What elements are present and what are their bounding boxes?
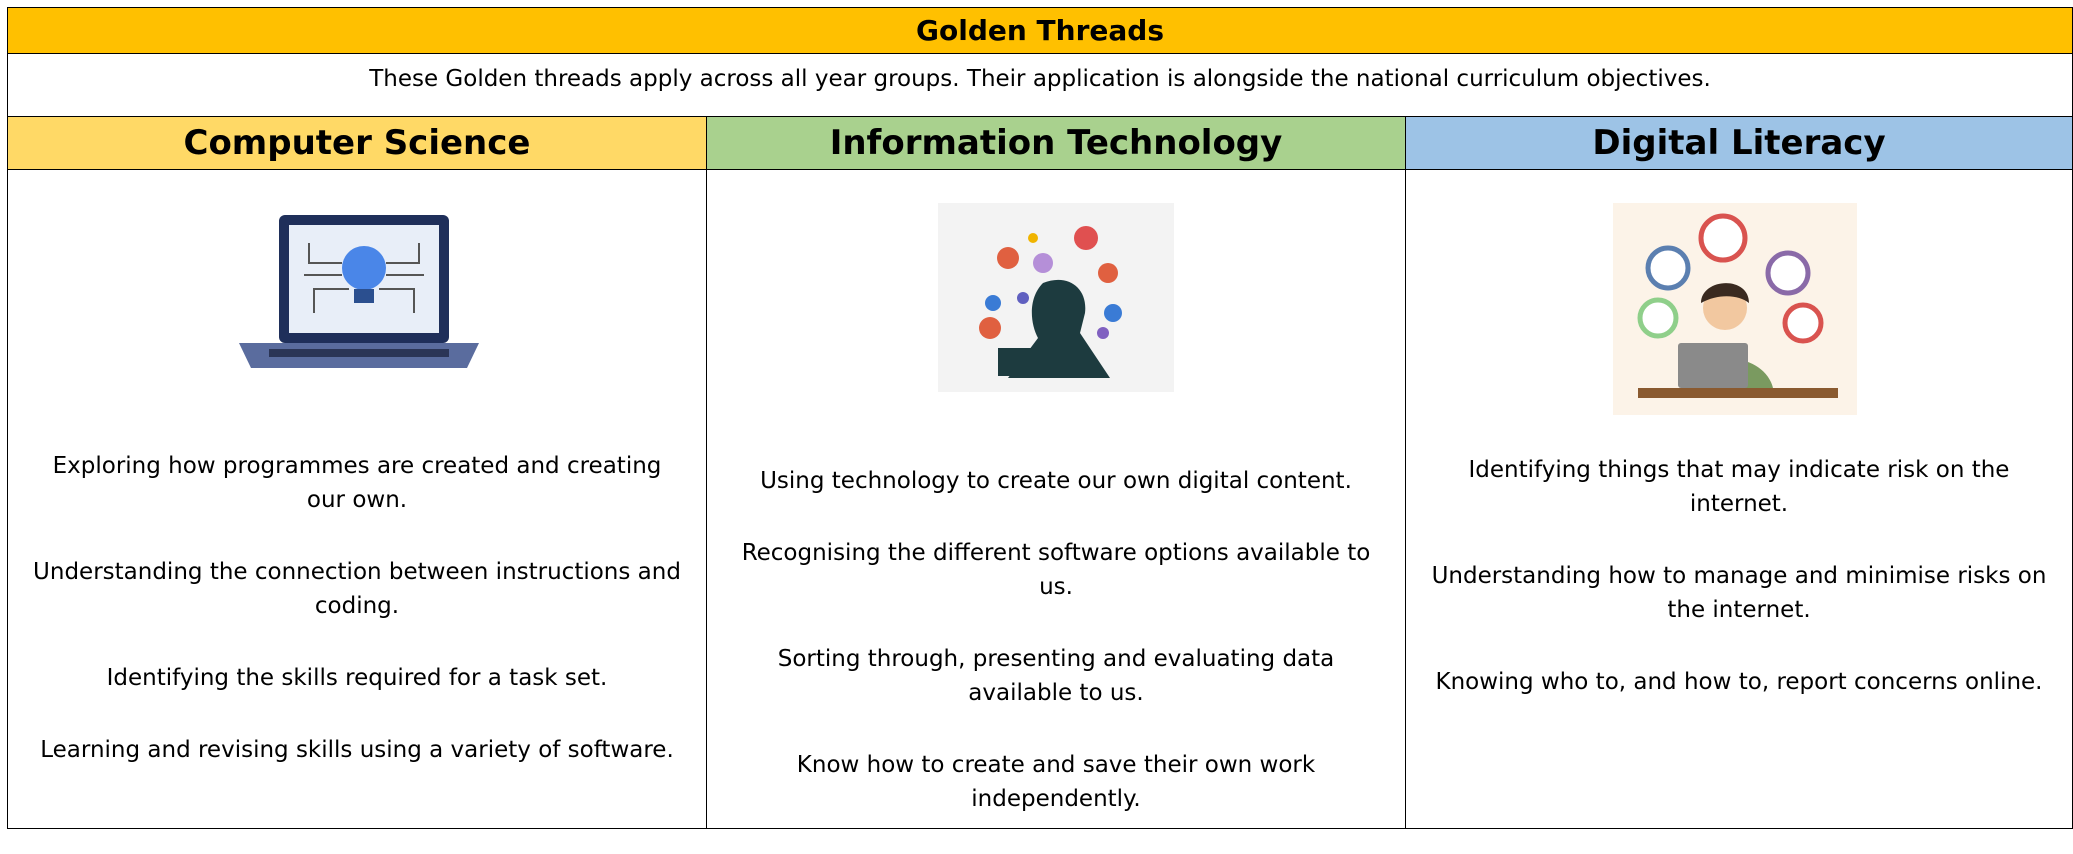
subtitle: These Golden threads apply across all ye… [7,53,2073,117]
column-body: Identifying things that may indicate ris… [1405,169,2073,829]
digital-literacy-image [1613,203,1857,415]
item-list: Exploring how programmes are created and… [32,449,682,805]
column-heading: Digital Literacy [1405,116,2073,170]
item: Knowing who to, and how to, report conce… [1435,669,2043,695]
item: Using technology to create our own digit… [760,468,1352,494]
item: Identifying things that may indicate ris… [1468,457,2010,517]
item-list: Identifying things that may indicate ris… [1430,453,2048,737]
title: Golden Threads [7,7,2073,54]
column-heading: Information Technology [706,116,1406,170]
item: Understanding the connection between ins… [33,559,681,619]
column-body: Exploring how programmes are created and… [7,169,707,829]
column-body: Using technology to create our own digit… [706,169,1406,829]
item: Understanding how to manage and minimise… [1431,563,2047,623]
laptop-image [239,215,479,368]
page: Golden Threads These Golden threads appl… [7,7,2073,829]
item-list: Using technology to create our own digit… [731,464,1381,854]
item: Identifying the skills required for a ta… [106,665,608,691]
column-heading: Computer Science [7,116,707,170]
item: Recognising the different software optio… [741,540,1371,600]
item: Know how to create and save their own wo… [796,752,1316,812]
item: Learning and revising skills using a var… [40,737,674,763]
item: Exploring how programmes are created and… [52,453,662,513]
item: Sorting through, presenting and evaluati… [777,646,1335,706]
technology-image [938,203,1174,392]
